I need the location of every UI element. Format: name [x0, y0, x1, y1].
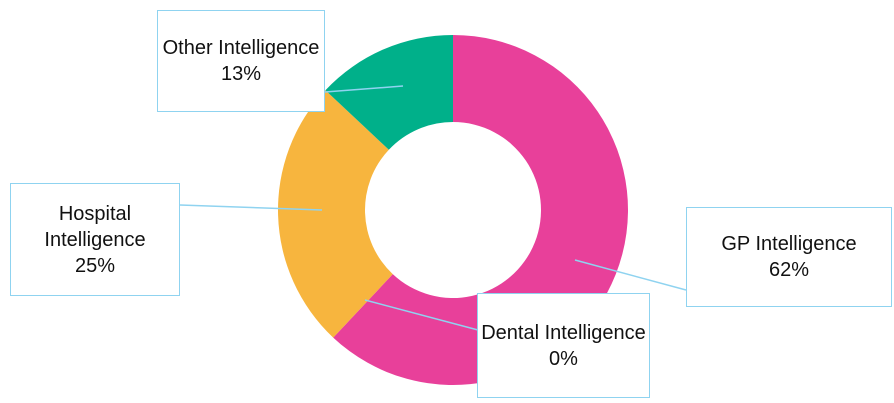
leader-line [324, 85, 404, 93]
data-callout: Other Intelligence 13% [157, 10, 325, 112]
data-callout: GP Intelligence 62% [686, 207, 892, 307]
value-label: 62% [768, 259, 810, 281]
leader-line [179, 204, 323, 211]
value-label: 0% [549, 347, 578, 370]
data-callout: Dental Intelligence 0% [477, 293, 650, 398]
category-label: GP Intelligence [721, 233, 857, 255]
category-label: Dental Intelligence [481, 321, 646, 344]
category-label: Other Intelligence [162, 37, 320, 59]
value-label: 25% [74, 254, 116, 277]
leader-line [364, 299, 479, 331]
value-label: 13% [220, 63, 262, 85]
data-callout: Hospital Intelligence 25% [10, 183, 180, 296]
donut-slice [277, 90, 393, 338]
donut-slice [325, 35, 453, 150]
leader-line [574, 259, 687, 291]
category-label: Hospital Intelligence [44, 202, 146, 251]
